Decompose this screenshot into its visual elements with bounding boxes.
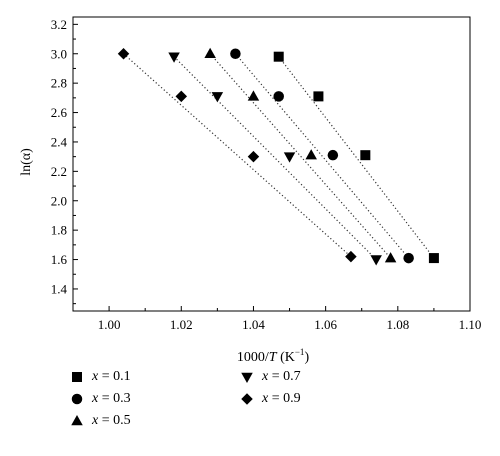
y-axis-label: ln(α) (19, 148, 34, 176)
y-tick-label: 2.6 (51, 105, 68, 120)
y-tick-label: 3.2 (51, 17, 67, 32)
data-point-triangle-down (168, 52, 180, 63)
x-tick-label: 1.06 (314, 317, 337, 332)
fit-line (173, 56, 377, 260)
data-point-square (360, 150, 371, 161)
fit-lines (123, 53, 435, 260)
y-tick-label: 2.4 (51, 134, 68, 149)
data-point-triangle-up (204, 47, 216, 58)
axis-ticks: 1.00 1.02 1.04 1.06 1.08 1.10 1.4 1.6 1.8 2.0 2.2 2… (51, 17, 482, 332)
fit-line (123, 53, 352, 258)
y-tick-label: 2.2 (51, 164, 67, 179)
data-point-square (273, 51, 284, 62)
data-point-triangle-down (211, 92, 224, 103)
fit-line (209, 53, 392, 259)
y-tick-label: 1.4 (51, 281, 68, 296)
data-point-triangle-down (370, 255, 382, 266)
fit-line (234, 53, 410, 259)
plot-frame (72, 16, 471, 312)
fit-line (278, 56, 435, 259)
data-point-diamond (247, 150, 260, 163)
plot-border (72, 16, 471, 312)
data-point-triangle-down (283, 152, 296, 163)
data-point-circle (327, 149, 339, 161)
y-tick-label: 1.8 (51, 223, 67, 238)
data-point-circle (403, 252, 414, 264)
x-tick-label: 1.00 (98, 317, 121, 332)
x-tick-label: 1.04 (242, 317, 265, 332)
data-point-triangle-up (305, 149, 317, 160)
y-tick-label: 2.8 (51, 76, 67, 91)
x-tick-label: 1.02 (170, 317, 193, 332)
x-axis-label: 1000/T (K−1) (237, 347, 310, 365)
y-tick-label: 2.0 (51, 193, 67, 208)
data-point-square (313, 91, 324, 102)
data-markers (117, 47, 439, 266)
data-point-diamond (175, 90, 188, 103)
y-tick-label: 1.6 (51, 252, 68, 267)
data-point-triangle-up (384, 252, 397, 263)
data-point-circle (230, 48, 241, 59)
data-point-circle (273, 91, 284, 102)
data-point-square (428, 253, 439, 264)
x-tick-label: 1.10 (459, 317, 482, 332)
data-point-diamond (345, 250, 357, 263)
data-point-triangle-up (247, 90, 260, 101)
data-point-diamond (117, 48, 130, 60)
y-tick-label: 3.0 (51, 46, 67, 61)
x-tick-label: 1.08 (386, 317, 409, 332)
